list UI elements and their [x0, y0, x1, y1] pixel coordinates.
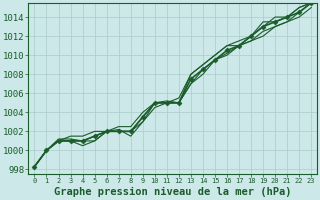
X-axis label: Graphe pression niveau de la mer (hPa): Graphe pression niveau de la mer (hPa): [54, 187, 292, 197]
